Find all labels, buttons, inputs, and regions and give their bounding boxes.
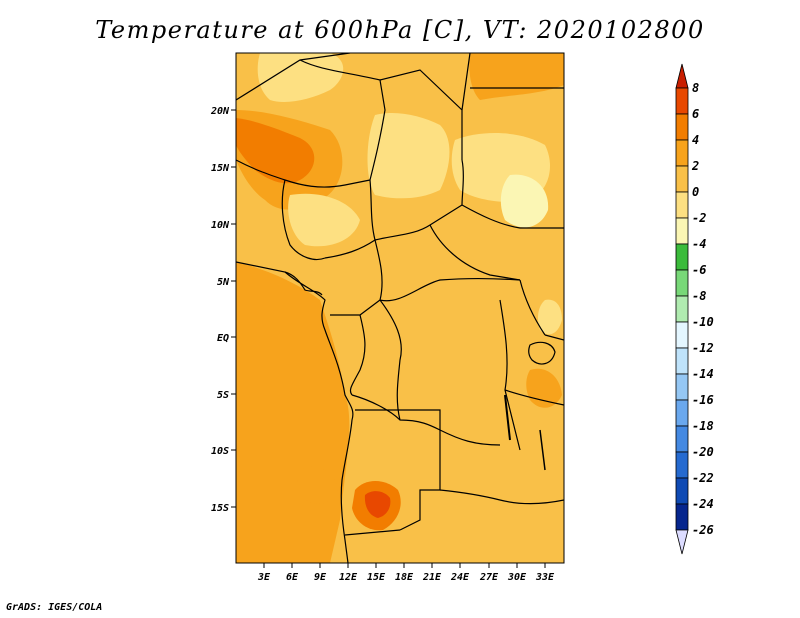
cb-label-6: 6 [692, 107, 699, 121]
lon-label-27e: 27E [479, 572, 499, 583]
colorbar-segment [675, 425, 689, 453]
lon-label-30e: 30E [507, 572, 527, 583]
colorbar-segment [675, 503, 689, 531]
colorbar-segment [675, 165, 689, 193]
colorbar-segment [675, 139, 689, 167]
lon-label-12e: 12E [339, 572, 358, 583]
cb-label-2: 2 [691, 159, 699, 173]
lon-ticks [263, 563, 546, 568]
lat-label-15n: 15N [211, 163, 230, 174]
lon-label-24e: 24E [450, 572, 470, 583]
lat-label-eq: EQ [217, 333, 229, 344]
cb-label-m4: -4 [692, 237, 706, 251]
lon-label-9e: 9E [314, 572, 327, 583]
colorbar-segment [675, 451, 689, 479]
lat-label-5n: 5N [217, 277, 230, 288]
lat-label-10s: 10S [211, 446, 229, 457]
cb-label-m20: -20 [692, 445, 714, 459]
cb-label-m2: -2 [692, 211, 706, 225]
temperature-field [236, 53, 564, 563]
cb-label-m24: -24 [692, 497, 714, 511]
colorbar-segment [675, 347, 689, 375]
cb-label-m16: -16 [692, 393, 714, 407]
lon-label-18e: 18E [395, 572, 414, 583]
lon-label-33e: 33E [535, 572, 555, 583]
lon-label-3e: 3E [257, 572, 271, 583]
cb-label-m12: -12 [692, 341, 714, 355]
colorbar-segment [675, 243, 689, 271]
colorbar-segment [675, 295, 689, 323]
cb-label-m6: -6 [692, 263, 706, 277]
colorbar-segment [675, 191, 689, 219]
lat-ticks [231, 109, 236, 508]
map-title: Temperature at 600hPa [C], VT: 202010280… [95, 16, 705, 44]
lat-label-10n: 10N [211, 220, 230, 231]
colorbar-segment [675, 217, 689, 245]
colorbar-segment [675, 269, 689, 297]
map-frame [235, 52, 565, 564]
cb-label-0: 0 [692, 185, 699, 199]
lat-label-5s: 5S [217, 390, 229, 401]
colorbar-top-arrow [675, 63, 689, 89]
colorbar-segment [675, 87, 689, 115]
cb-label-m26: -26 [692, 523, 714, 537]
colorbar-labels: 8 6 4 2 0 -2 -4 -6 -8 -10 -12 -14 -16 -1… [691, 81, 714, 537]
map-borders [236, 53, 564, 563]
lon-label-15e: 15E [367, 572, 386, 583]
cb-label-8: 8 [692, 81, 699, 95]
cb-label-m8: -8 [692, 289, 706, 303]
lat-label-20n: 20N [210, 106, 230, 117]
colorbar-segment [675, 477, 689, 505]
lon-label-6e: 6E [286, 572, 299, 583]
colorbar [675, 63, 689, 555]
cb-label-4: 4 [692, 133, 699, 147]
cb-label-m14: -14 [692, 367, 714, 381]
colorbar-segment [675, 399, 689, 427]
cb-label-m10: -10 [692, 315, 714, 329]
colorbar-segment [675, 321, 689, 349]
colorbar-bottom-arrow [675, 529, 689, 555]
lon-label-21e: 21E [422, 572, 442, 583]
lat-label-15s: 15S [211, 503, 229, 514]
cb-label-m22: -22 [692, 471, 714, 485]
cb-label-m18: -18 [692, 419, 714, 433]
colorbar-segment [675, 113, 689, 141]
grads-credit: GrADS: IGES/COLA [6, 602, 103, 613]
colorbar-segment [675, 373, 689, 401]
